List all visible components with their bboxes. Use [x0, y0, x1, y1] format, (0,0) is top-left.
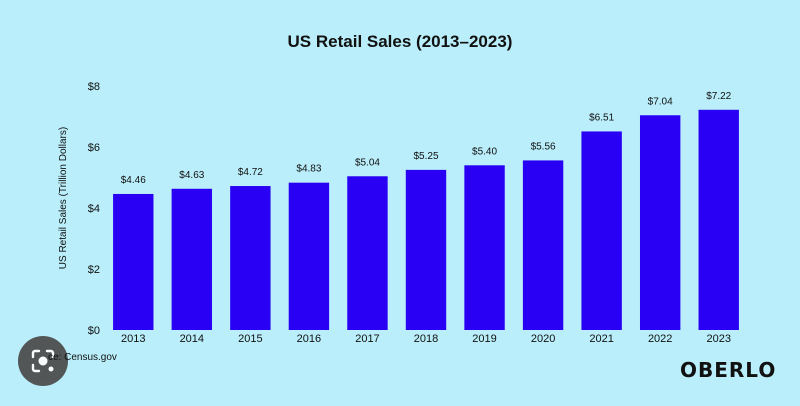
value-labels-group: $4.46 $4.63 $4.72 $4.83 $5.04 $5.25 $5.40 $5.56…	[121, 91, 732, 186]
x-tick-label: 2015	[238, 333, 262, 345]
bar-2021	[581, 131, 622, 330]
bar-2022	[639, 115, 681, 330]
y-tick-label: $6	[88, 142, 100, 154]
value-label: $7.22	[706, 91, 731, 102]
value-label: $5.25	[413, 151, 438, 162]
bar-2014	[171, 188, 213, 330]
y-tick-label: $4	[88, 203, 100, 215]
y-tick-label: $8	[88, 81, 100, 93]
value-label: $4.46	[121, 175, 146, 186]
bar-2017	[347, 176, 388, 330]
value-label: $5.04	[355, 157, 380, 168]
bar-2023	[698, 109, 739, 330]
lens-search-icon[interactable]	[18, 336, 68, 386]
x-axis-ticks: 2013 2014 2015 2016 2017 2018 2019 2020 2021 2022…	[121, 333, 731, 345]
x-tick-label: 2022	[648, 333, 672, 345]
value-label: $4.83	[296, 164, 321, 175]
bar-2019	[464, 165, 505, 330]
bar-2016	[288, 182, 330, 330]
bar-2020	[522, 160, 564, 330]
y-tick-label: $0	[88, 325, 100, 337]
value-label: $6.51	[589, 112, 614, 123]
x-tick-label: 2021	[589, 333, 613, 345]
bar-2013	[113, 193, 154, 330]
y-tick-label: $2	[88, 264, 100, 276]
lens-glyph	[31, 349, 55, 373]
x-tick-label: 2013	[121, 333, 145, 345]
source-note: ce: Census.gov	[48, 352, 117, 363]
x-tick-label: 2019	[472, 333, 496, 345]
x-tick-label: 2020	[531, 333, 555, 345]
chart-title: US Retail Sales (2013–2023)	[288, 32, 513, 51]
value-label: $4.63	[179, 170, 204, 181]
x-tick-label: 2023	[706, 333, 730, 345]
value-label: $7.04	[648, 96, 673, 107]
bar-2015	[230, 186, 271, 330]
x-tick-label: 2014	[180, 333, 204, 345]
value-label: $4.72	[238, 167, 263, 178]
value-label: $5.56	[531, 141, 556, 152]
value-label: $5.40	[472, 146, 497, 157]
x-tick-label: 2018	[414, 333, 438, 345]
y-axis-label: US Retail Sales (Trillion Dollars)	[58, 127, 69, 269]
oberlo-logo: OBERLO	[680, 358, 777, 382]
x-tick-label: 2016	[297, 333, 321, 345]
y-axis-ticks: $0 $2 $4 $6 $8	[88, 81, 100, 337]
bar-2018	[405, 169, 447, 330]
x-tick-label: 2017	[355, 333, 379, 345]
bars-group	[113, 109, 739, 330]
